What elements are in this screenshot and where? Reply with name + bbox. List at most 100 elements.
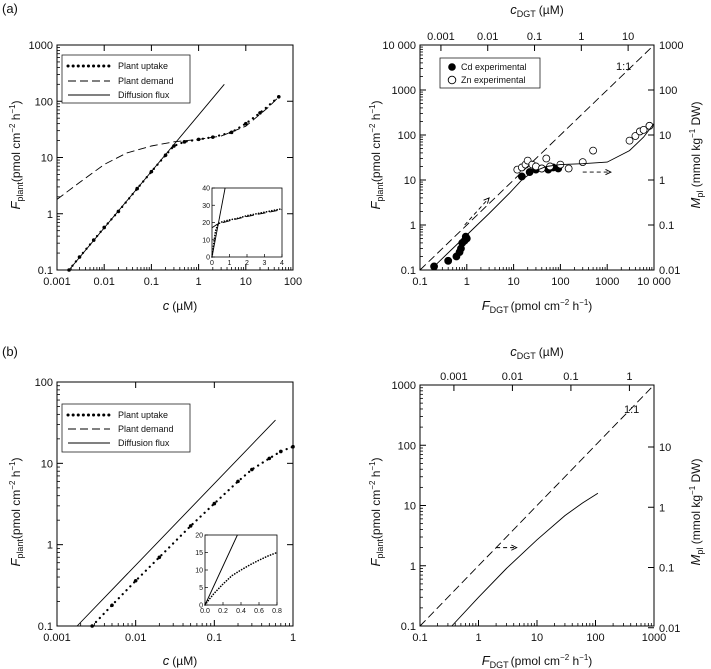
b-right-right-tick-label: 1 (659, 502, 665, 514)
b-left-series-plant-uptake-point (267, 456, 272, 461)
a-right-right-tick-label: 0.01 (659, 265, 680, 277)
a-right-x-tick-label: 0.1 (412, 276, 427, 288)
b-left-series-plant-uptake-point (291, 444, 295, 449)
a-right-top-tick-label: 0.01 (477, 31, 498, 43)
a-right-top-tick-label: 0.001 (427, 31, 455, 43)
a-left-inset-y-tick-label: 40 (202, 186, 210, 193)
a-left-series-plant-uptake-point (182, 140, 187, 144)
a-right-top-tick-label: 1 (578, 31, 584, 43)
a-left-inset-x-tick-label: 2 (245, 260, 249, 267)
a-right-y-tick-label: 1000 (392, 85, 416, 97)
a-left-series-plant-demand (56, 96, 280, 200)
a-left-series-plant-uptake-point (258, 111, 262, 115)
a-right-y-tick-label: 10 (404, 175, 416, 187)
b-right-y-tick-label: 1000 (392, 380, 416, 392)
a-right-right-tick-label: 10 (659, 130, 671, 142)
a-left-x-tick-label: 0.01 (93, 276, 114, 288)
b-right-x-tick-label: 10 (531, 632, 543, 644)
a-right-right-label: Mpl (mmol kg−1 DW) (688, 102, 705, 209)
b-left-y-tick-label: 0.1 (38, 621, 53, 633)
a-right-series-zn-experimental-point (631, 132, 640, 140)
a-right-y-tick-label: 10 000 (382, 40, 416, 52)
a-right-arrow-0 (464, 197, 490, 226)
a-right-frame (419, 44, 655, 271)
b-right-right-tick-label: 10 (659, 442, 671, 454)
b-left-series-diffusion-flux (76, 419, 276, 627)
a-right-series-zn-experimental-point (625, 136, 634, 145)
b-right-x-tick-label: 100 (586, 632, 604, 644)
a-left-series-diffusion-flux (68, 84, 225, 271)
a-left-y-tick-label: 10 (41, 153, 53, 165)
b-right-y-tick-label: 10 (404, 501, 416, 513)
b-right-xlabel: FDGT (pmol cm−2 h−1) (482, 653, 593, 669)
legend-a-right-item-zn: Zn experimental (461, 75, 526, 85)
b-right-y-tick-label: 1 (410, 561, 416, 573)
a-left-inset-frame (211, 187, 283, 258)
a-right-series-zn-experimental-point (564, 164, 573, 173)
a-right-series-cd-experimental-point (444, 256, 453, 265)
legend-a-left-item-diffusion: Diffusion flux (118, 90, 170, 100)
b-left-y-tick-label: 100 (35, 377, 53, 389)
a-right-xlabel: FDGT (pmol cm−2 h−1) (482, 298, 593, 315)
b-right-series-1-1 (419, 384, 655, 627)
b-left-inset-x-tick-label: 0.0 (200, 608, 210, 615)
b-left-y-tick-label: 10 (41, 458, 53, 470)
a-right-arrow-0-head (483, 197, 490, 204)
b-left-series-plant-uptake-point (157, 555, 162, 560)
b-left-x-tick-label: 0.001 (43, 632, 71, 644)
legend-a-left: Plant uptake Plant demand Diffusion flux (61, 54, 191, 104)
b-left-series-plant-uptake-point (236, 479, 240, 484)
b-right-right-label: Mpl (mmol kg−1 DW) (688, 459, 705, 566)
a-left-inset-y-tick-label: 20 (202, 220, 210, 227)
a-right-top-tick-label: 0.1 (527, 31, 542, 43)
a-left-y-tick-label: 100 (35, 96, 53, 108)
b-left-inset-x-tick-label: 0.8 (272, 608, 282, 615)
panel-label-a: (a) (2, 1, 18, 16)
b-left-series-plant-uptake-point (90, 624, 94, 628)
a-left-x-tick-label: 1 (196, 276, 202, 288)
chart-b-left: 0.001 0.01 0.1 1 0.1 1 10 100 0.0 0.2 0.4 0.6 0.8 0 5 1… (35, 377, 296, 644)
a-right-series-model (433, 123, 655, 267)
legend-b-left-item-diffusion: Diffusion flux (118, 438, 170, 448)
legend-a-left-item-uptake: Plant uptake (118, 61, 168, 71)
b-right-ylabel: Fplant(pmol cm−2 h−1) (368, 457, 385, 566)
b-left-xlabel: c (µM) (163, 653, 197, 668)
panel-label-b: (b) (2, 344, 18, 359)
b-right-x-tick-label: 1 (475, 632, 481, 644)
legend-b-left-item-uptake: Plant uptake (118, 410, 168, 420)
a-left-x-tick-label: 0.1 (144, 276, 159, 288)
b-left-x-tick-label: 0.01 (125, 632, 146, 644)
a-left-inset-series-plant-demand (211, 209, 283, 229)
a-right-series-zn-experimental-point (589, 146, 598, 155)
b-left-ylabel: Fplant(pmol cm−2 h−1) (8, 457, 25, 566)
b-right-right-tick-label: 0.01 (659, 623, 680, 635)
a-left-inset-series-diffusion-flux (211, 187, 226, 258)
b-left-inset: 0.0 0.2 0.4 0.6 0.8 0 5 10 15 20 (195, 533, 282, 616)
a-left-inset-y-tick-label: 10 (202, 237, 210, 244)
a-right-series-zn-experimental-point (639, 125, 648, 134)
a-right-series-zn-experimental-point (542, 154, 551, 163)
a-right-series-1-1 (419, 44, 655, 271)
a-left-y-tick-label: 1 (47, 209, 53, 221)
b-right-x-tick-label: 1000 (642, 632, 666, 644)
legend-a-left-item-demand: Plant demand (118, 76, 174, 86)
a-left-inset-y-tick-label: 0 (206, 255, 210, 262)
a-right-top-label: cDGT (µM) (510, 2, 563, 19)
b-right-top-tick-label: 0.01 (502, 371, 523, 383)
b-right-series-model (451, 492, 599, 627)
a-left-inset-y-tick-label: 30 (202, 203, 210, 210)
legend-a-right-item-cd: Cd experimental (461, 62, 527, 72)
b-left-inset-y-tick-label: 5 (199, 585, 203, 592)
b-left-series-plant-uptake-point (250, 467, 254, 472)
a-left-series-plant-uptake-point (244, 121, 248, 126)
b-left-series-plant-uptake-point (110, 603, 114, 608)
a-right-ylabel: Fplant(pmol cm−2 h−1) (368, 100, 385, 209)
a-right-series-zn-experimental-point (578, 158, 587, 166)
a-right-y-tick-label: 0.1 (401, 265, 416, 277)
a-right-series-cd-experimental-point (462, 234, 471, 243)
b-left-x-tick-label: 1 (290, 632, 296, 644)
